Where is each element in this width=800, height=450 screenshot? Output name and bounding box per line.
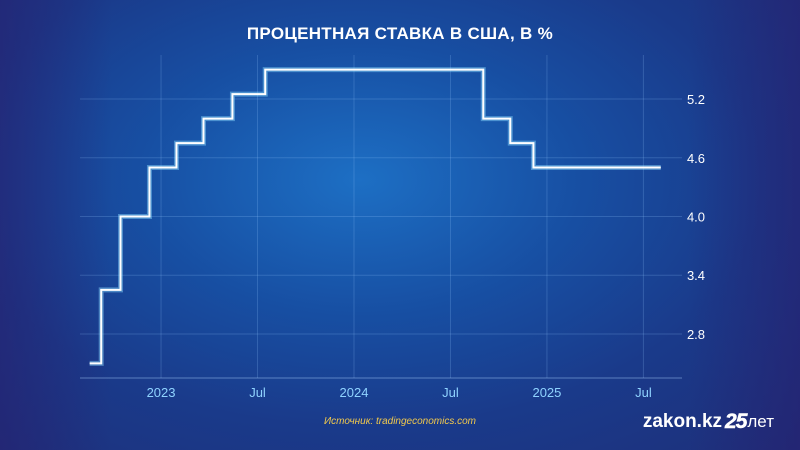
source-note: Источник: tradingeconomics.com — [323, 416, 477, 427]
x-tick-label-3: Jul — [442, 385, 459, 400]
logo-site: zakon.kz — [642, 411, 723, 432]
logo-number: 25 — [725, 410, 748, 434]
grid-lines — [80, 55, 682, 378]
y-tick-labels: 2.8 3.4 4.0 4.6 5.2 — [687, 92, 705, 342]
y-tick-label-3: 4.6 — [687, 151, 705, 166]
x-tick-label-2: 2024 — [340, 385, 369, 400]
x-tick-label-1: Jul — [249, 385, 266, 400]
y-tick-label-2: 4.0 — [687, 210, 705, 225]
logo: zakon.kz 25 лет — [643, 410, 774, 434]
chart-title: ПРОЦЕНТНАЯ СТАВКА В США, В % — [246, 24, 554, 43]
series-line-0 — [89, 68, 661, 365]
logo-suffix: лет — [747, 412, 774, 431]
x-tick-labels: 2023 Jul 2024 Jul 2025 Jul — [147, 385, 652, 400]
x-tick-label-5: Jul — [635, 385, 652, 400]
y-tick-label-1: 3.4 — [687, 268, 705, 283]
series-group — [89, 67, 661, 366]
y-tick-label-4: 5.2 — [687, 92, 705, 107]
y-tick-label-0: 2.8 — [687, 327, 705, 342]
x-tick-label-4: 2025 — [532, 385, 561, 400]
x-tick-label-0: 2023 — [147, 385, 176, 400]
